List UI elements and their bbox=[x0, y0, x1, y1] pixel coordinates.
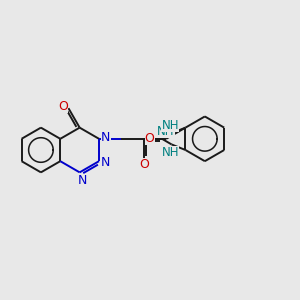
Text: O: O bbox=[145, 132, 154, 145]
Text: NH: NH bbox=[161, 146, 179, 159]
Text: N: N bbox=[101, 131, 110, 144]
Text: N: N bbox=[101, 156, 110, 169]
Text: NH: NH bbox=[158, 125, 175, 138]
Text: N: N bbox=[78, 173, 87, 187]
Text: O: O bbox=[139, 158, 149, 171]
Text: O: O bbox=[58, 100, 68, 113]
Text: NH: NH bbox=[161, 118, 179, 131]
